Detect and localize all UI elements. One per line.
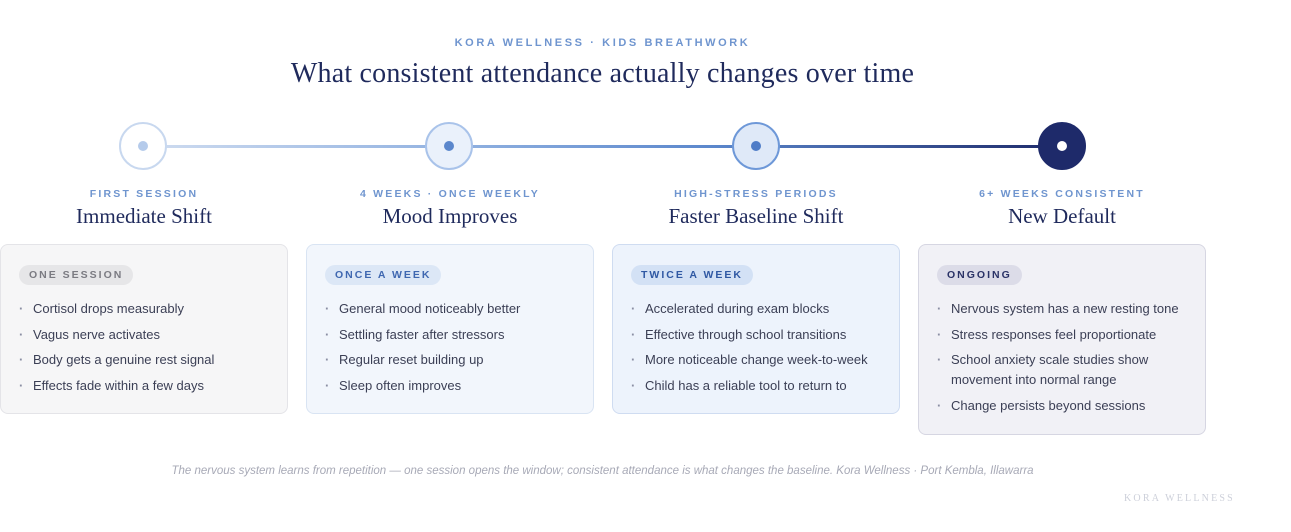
stage-4-badge: ONGOING bbox=[937, 265, 1022, 285]
node-dot-icon bbox=[1057, 141, 1067, 151]
list-item: Stress responses feel proportionate bbox=[937, 325, 1187, 345]
stage-3-card: TWICE A WEEK Accelerated during exam blo… bbox=[612, 244, 900, 414]
list-item: More noticeable change week-to-week bbox=[631, 350, 881, 370]
stage-4-list: Nervous system has a new resting tone St… bbox=[937, 299, 1187, 416]
stage-3-kicker: HIGH-STRESS PERIODS bbox=[674, 188, 838, 200]
stage-3-title: Faster Baseline Shift bbox=[668, 204, 844, 228]
timeline-node-1 bbox=[119, 122, 167, 170]
stage-2-list: General mood noticeably better Settling … bbox=[325, 299, 575, 396]
page-title: What consistent attendance actually chan… bbox=[290, 58, 915, 89]
stage-2-badge: ONCE A WEEK bbox=[325, 265, 442, 285]
list-item: Accelerated during exam blocks bbox=[631, 299, 881, 319]
stage-4-kicker: 6+ WEEKS CONSISTENT bbox=[979, 188, 1145, 200]
list-item: Effective through school transitions bbox=[631, 325, 881, 345]
stage-2-card: ONCE A WEEK General mood noticeably bett… bbox=[306, 244, 594, 414]
list-item: Change persists beyond sessions bbox=[937, 396, 1187, 416]
list-item: Body gets a genuine rest signal bbox=[19, 350, 269, 370]
footnote: The nervous system learns from repetitio… bbox=[171, 465, 1034, 477]
eyebrow-label: KORA WELLNESS · KIDS BREATHWORK bbox=[454, 37, 751, 49]
list-item: Cortisol drops measurably bbox=[19, 299, 269, 319]
stage-1-title: Immediate Shift bbox=[76, 204, 212, 228]
list-item: Sleep often improves bbox=[325, 376, 575, 396]
list-item: Settling faster after stressors bbox=[325, 325, 575, 345]
node-dot-icon bbox=[751, 141, 761, 151]
brand-wordmark: KORA WELLNESS bbox=[1124, 493, 1235, 504]
stage-1-kicker: FIRST SESSION bbox=[89, 188, 199, 200]
list-item: Effects fade within a few days bbox=[19, 376, 269, 396]
stage-2-title: Mood Improves bbox=[382, 204, 518, 228]
stage-4-title: New Default bbox=[1008, 204, 1116, 228]
stage-3-badge: TWICE A WEEK bbox=[631, 265, 753, 285]
list-item: General mood noticeably better bbox=[325, 299, 575, 319]
list-item: Regular reset building up bbox=[325, 350, 575, 370]
timeline-node-4 bbox=[1038, 122, 1086, 170]
list-item: Nervous system has a new resting tone bbox=[937, 299, 1187, 319]
timeline-node-3 bbox=[732, 122, 780, 170]
stage-1-list: Cortisol drops measurably Vagus nerve ac… bbox=[19, 299, 269, 396]
node-dot-icon bbox=[444, 141, 454, 151]
node-dot-icon bbox=[138, 141, 148, 151]
timeline-track bbox=[144, 145, 1062, 148]
stage-1-card: ONE SESSION Cortisol drops measurably Va… bbox=[0, 244, 288, 414]
stage-2-kicker: 4 WEEKS · ONCE WEEKLY bbox=[360, 188, 540, 200]
stage-4-card: ONGOING Nervous system has a new resting… bbox=[918, 244, 1206, 435]
timeline-node-2 bbox=[425, 122, 473, 170]
stage-3-list: Accelerated during exam blocks Effective… bbox=[631, 299, 881, 396]
list-item: Vagus nerve activates bbox=[19, 325, 269, 345]
list-item: School anxiety scale studies show moveme… bbox=[937, 350, 1187, 390]
stage-1-badge: ONE SESSION bbox=[19, 265, 134, 285]
list-item: Child has a reliable tool to return to bbox=[631, 376, 881, 396]
